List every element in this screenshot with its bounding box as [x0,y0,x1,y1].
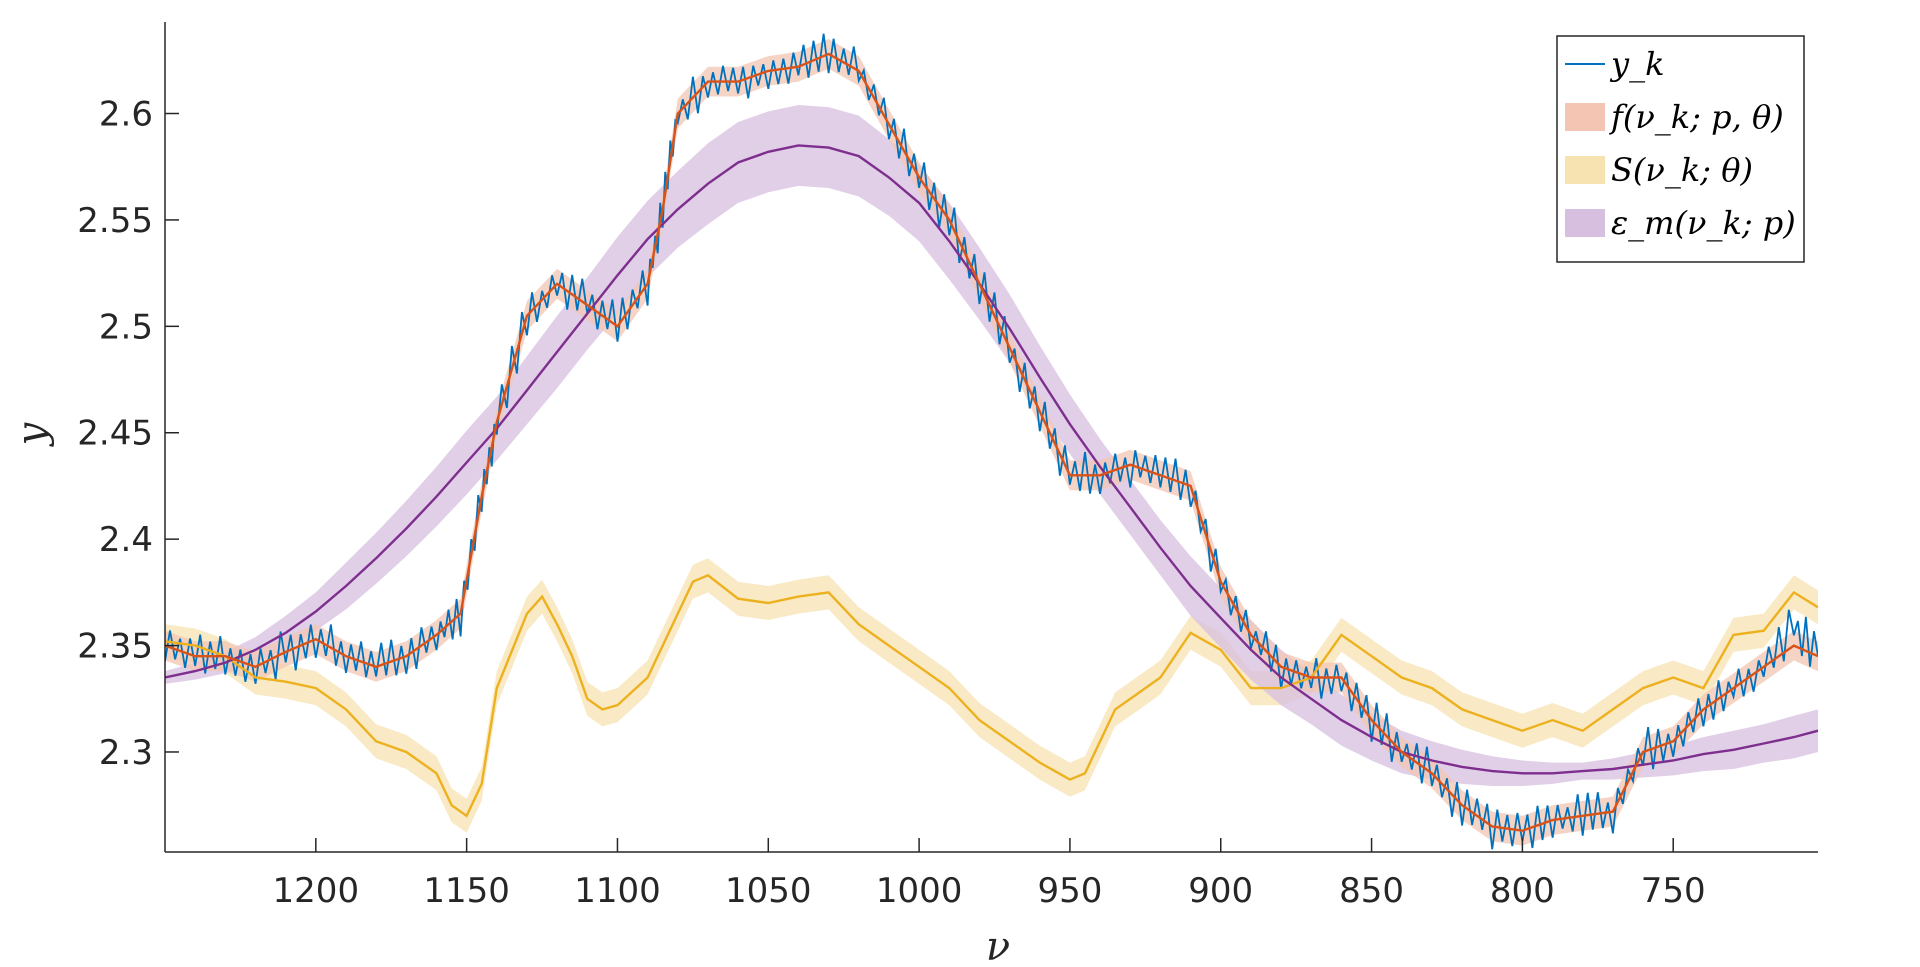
y-tick-label: 2.5 [99,307,153,347]
x-axis-label: ν [986,924,1010,963]
legend-swatch-eps [1565,209,1605,237]
legend-swatch-S [1565,156,1605,184]
series-f-line [165,52,1818,832]
x-tick-label: 1000 [876,871,963,911]
y-axis-label: y [9,421,55,447]
x-tick-label: 950 [1037,871,1102,911]
x-tick-label: 900 [1188,871,1253,911]
legend-label-y_k: y_k [1609,45,1664,83]
series-S-line [165,573,1818,818]
y-tick-label: 2.55 [77,201,153,241]
x-tick-label: 1150 [423,871,510,911]
x-tick-label: 800 [1490,871,1555,911]
band-f [165,39,1818,846]
legend-label-f: f(ν_k; p, θ) [1609,98,1784,136]
x-tick-label: 750 [1641,871,1706,911]
x-tick-label: 1050 [725,871,812,911]
series-y-k-line [165,33,1818,850]
y-tick-label: 2.3 [99,733,153,773]
y-tick-label: 2.6 [99,95,153,135]
y-tick-label: 2.4 [99,520,153,560]
y-tick-label: 2.45 [77,414,153,454]
legend-swatch-f [1565,103,1605,131]
legend-label-eps: ε_m(ν_k; p) [1611,204,1796,242]
x-tick-label: 1200 [273,871,360,911]
x-tick-label: 1100 [574,871,661,911]
y-tick-label: 2.35 [77,627,153,667]
legend-box [1556,35,1805,263]
x-tick-label: 850 [1339,871,1404,911]
series-eps-line [165,144,1818,775]
band-eps [165,105,1818,786]
legend-label-S: S(ν_k; θ) [1611,151,1753,189]
